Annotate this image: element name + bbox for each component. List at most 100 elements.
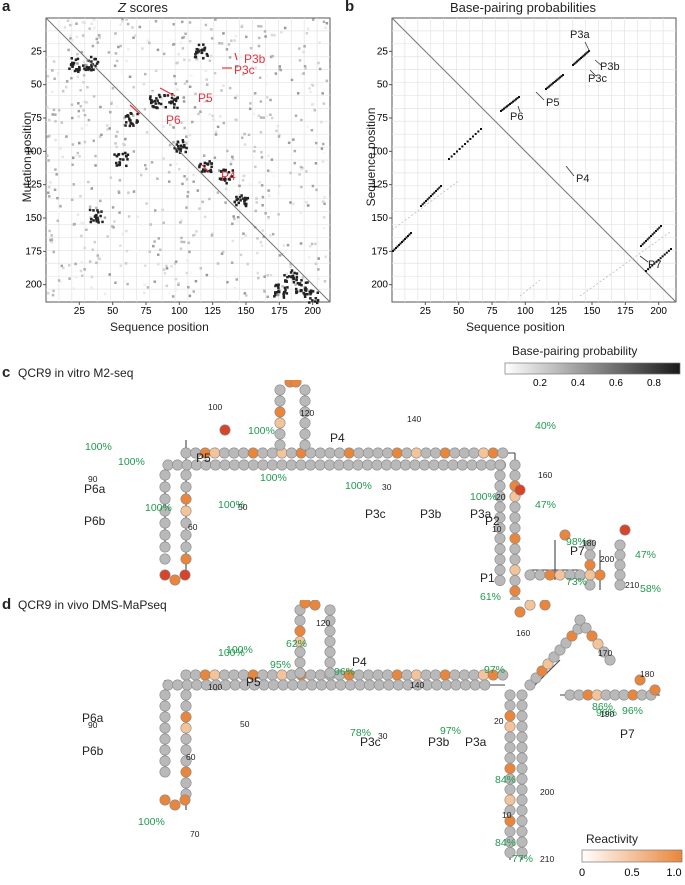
panel-d-title: QCR9 in vivo DMS-MaPseq [18, 598, 167, 612]
nucleotide [199, 669, 211, 681]
nucleotide [323, 459, 335, 471]
nucleotide [509, 585, 521, 597]
nucleotide [504, 731, 516, 743]
nucleotide [460, 679, 472, 691]
nucleotide [169, 574, 181, 586]
helix-label: P2 [485, 514, 500, 528]
nucleotide [277, 679, 289, 691]
ytick: 75 [31, 113, 43, 124]
xtick: 50 [453, 306, 465, 317]
nucleotide [509, 596, 521, 600]
nucleotide [516, 763, 528, 775]
nucleotide [159, 493, 171, 505]
nucleotide [314, 447, 326, 459]
nucleotide [592, 638, 604, 650]
nucleotide [516, 710, 528, 722]
panel-a-xlabel: Sequence position [110, 320, 209, 334]
nucleotide [516, 752, 528, 764]
panel-b-pairs [391, 50, 672, 297]
xtick: 25 [74, 306, 86, 317]
nucleotide [614, 539, 626, 551]
xtick: 200 [650, 306, 667, 317]
nucleotide [299, 600, 311, 609]
xtick: 125 [550, 306, 567, 317]
nucleotide [229, 459, 241, 471]
position-label: 120 [316, 618, 330, 628]
nucleotide [584, 579, 596, 591]
nucleotide [169, 799, 181, 811]
nucleotide [584, 559, 596, 571]
position-label: 20 [494, 716, 504, 726]
nucleotide [314, 669, 326, 681]
ytick: 100 [25, 146, 42, 157]
nucleotide [314, 459, 326, 471]
position-label: 60 [188, 522, 198, 532]
nucleotide [248, 459, 260, 471]
ytick: 100 [371, 146, 388, 157]
nucleotide [383, 679, 395, 691]
nucleotide [334, 447, 346, 459]
panel-b-pointers [517, 41, 649, 263]
xtick: 200 [304, 306, 321, 317]
nucleotide [487, 447, 499, 459]
position-label: 50 [240, 719, 250, 729]
nucleotide [159, 481, 171, 493]
position-label: 200 [600, 554, 614, 564]
panel-b-letter: b [345, 0, 355, 15]
nucleotide [257, 447, 269, 459]
position-label: 190 [600, 709, 614, 719]
nucleotide [159, 722, 171, 734]
nucleotide [594, 569, 606, 581]
position-label: 10 [492, 524, 502, 534]
position-label: 180 [582, 538, 596, 548]
nucleotide [159, 689, 171, 701]
nucleotide [299, 395, 311, 407]
pct-label: 84% [495, 774, 516, 786]
nucleotide [266, 447, 278, 459]
nucleotide [554, 569, 566, 581]
ytick: 75 [377, 113, 389, 124]
pct-label: 100% [218, 499, 245, 511]
nucleotide [247, 447, 259, 459]
nucleotide [181, 679, 193, 691]
helix-label: P5 [246, 675, 261, 689]
ytick: 200 [371, 280, 388, 291]
nucleotide [180, 744, 192, 756]
nucleotide [299, 384, 311, 396]
nucleotide [494, 575, 506, 587]
nucleotide [218, 669, 230, 681]
panel-c-nucleotides [159, 380, 631, 600]
nucleotide [180, 505, 192, 517]
nucleotide [580, 622, 592, 634]
position-label: 90 [88, 720, 98, 730]
position-label: 30 [382, 482, 392, 492]
panel-b-title: Base-pairing probabilities [450, 0, 596, 15]
pct-label: 96% [596, 707, 617, 719]
nucleotide [190, 669, 202, 681]
nucleotide [372, 447, 384, 459]
nucleotide [391, 669, 403, 681]
nucleotide [428, 459, 440, 471]
panel-d-structure: P5 P4 P3c P3b P3a P6a P6b P7 100% 95% 62% 96% 97% 96%… [82, 600, 661, 865]
pct-label: 100% [248, 425, 275, 437]
colorbar-bp: 0.2 0.4 0.6 0.8 [504, 362, 681, 389]
nucleotide [219, 459, 231, 471]
position-label: 170 [598, 648, 612, 658]
xtick: 100 [517, 306, 534, 317]
nucleotide [509, 533, 521, 545]
nucleotide [450, 679, 462, 691]
nucleotide [180, 711, 192, 723]
nucleotide [294, 656, 306, 668]
pct-label: 47% [535, 499, 556, 511]
nucleotide [516, 794, 528, 806]
nucleotide [584, 549, 596, 561]
colorbar-react-title: Reactivity [586, 832, 639, 846]
nucleotide [180, 689, 192, 701]
nucleotide [209, 447, 221, 459]
nucleotide [159, 505, 171, 517]
nucleotide [524, 679, 536, 691]
helix-label: P6a [84, 482, 106, 496]
position-label: 60 [186, 752, 196, 762]
nucleotide [294, 625, 306, 637]
nucleotide [274, 428, 286, 440]
